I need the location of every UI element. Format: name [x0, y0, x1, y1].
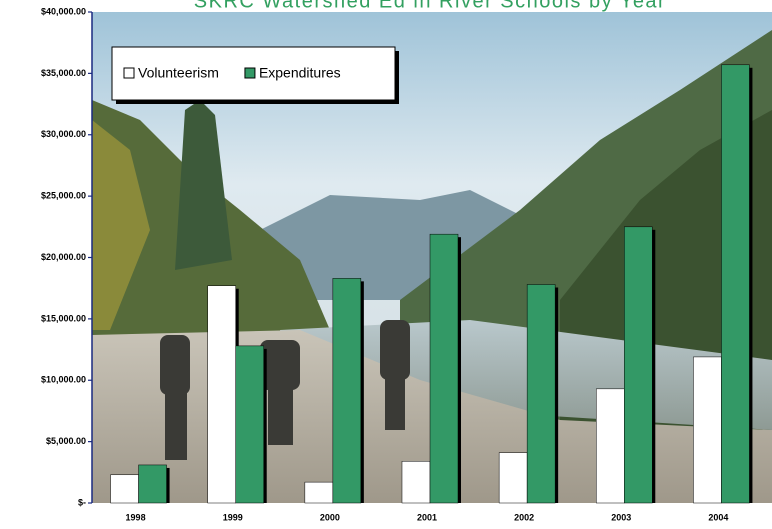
x-tick-label: 1998	[126, 512, 146, 522]
bar	[332, 278, 362, 504]
bar	[526, 284, 556, 504]
bar	[721, 64, 750, 504]
bar	[138, 464, 167, 504]
y-tick-label: $10,000.00	[41, 375, 86, 385]
y-tick-label: $5,000.00	[46, 436, 86, 446]
bar	[304, 481, 334, 504]
bar	[624, 226, 653, 504]
y-tick-label: $-	[78, 497, 86, 507]
chart-title: SKRC Watershed Ed in River Schools by Ye…	[194, 0, 666, 12]
x-tick-label: 2001	[417, 512, 437, 522]
bar	[693, 356, 722, 504]
legend-label: Expenditures	[259, 65, 341, 81]
legend-label: Volunteerism	[138, 65, 219, 81]
x-tick-label: 2002	[514, 512, 534, 522]
bar	[207, 285, 236, 504]
bar	[596, 388, 625, 504]
x-tick-label: 2003	[611, 512, 631, 522]
y-tick-label: $15,000.00	[41, 313, 86, 323]
bar	[235, 345, 264, 504]
y-tick-label: $40,000.00	[41, 6, 86, 16]
bar	[429, 233, 459, 504]
bar	[401, 461, 431, 504]
bar	[498, 452, 528, 504]
legend-swatch	[123, 67, 135, 79]
y-tick-label: $25,000.00	[41, 191, 86, 201]
y-tick-label: $30,000.00	[41, 129, 86, 139]
legend-swatch	[244, 67, 256, 79]
legend: Volunteerism Expenditures	[111, 46, 399, 104]
y-tick-label: $35,000.00	[41, 68, 86, 78]
x-tick-label: 1999	[223, 512, 243, 522]
x-tick-label: 2004	[708, 512, 728, 522]
x-tick-label: 2000	[320, 512, 340, 522]
bar	[110, 474, 139, 504]
y-tick-label: $20,000.00	[41, 252, 86, 262]
